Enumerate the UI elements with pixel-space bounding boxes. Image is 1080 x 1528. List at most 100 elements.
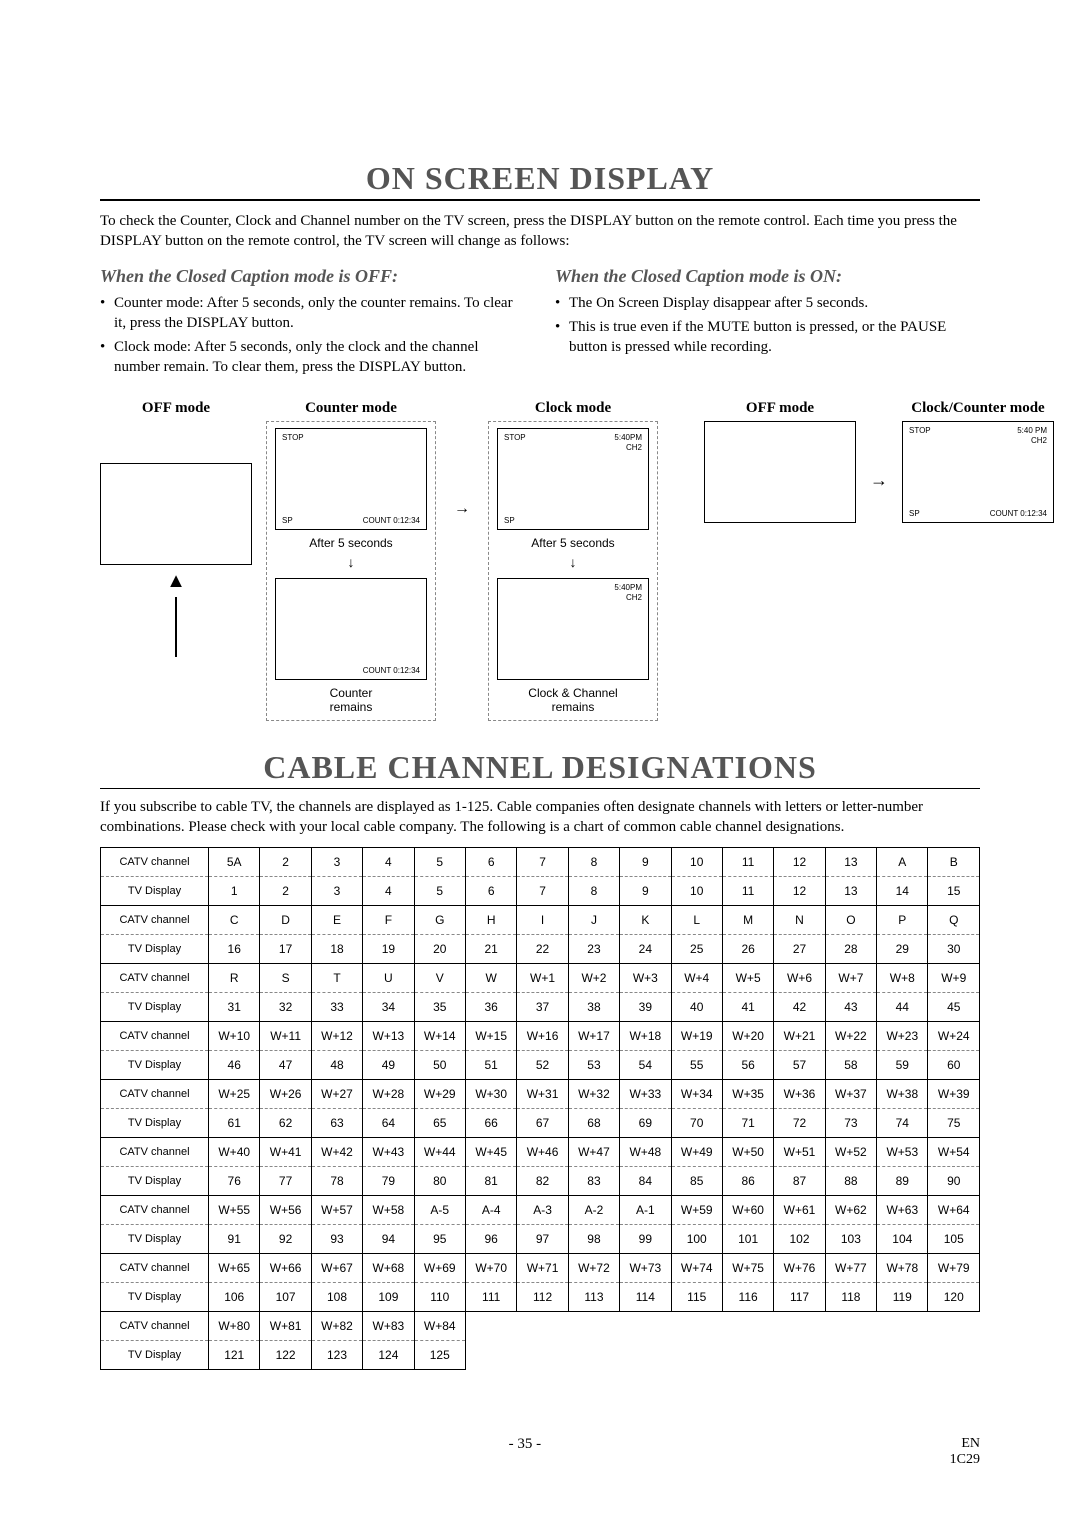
table-cell: 33: [311, 993, 362, 1022]
table-cell: 18: [311, 935, 362, 964]
row-label: CATV channel: [101, 1312, 209, 1341]
table-cell: W+81: [260, 1312, 311, 1341]
heading-1: ON SCREEN DISPLAY: [100, 160, 980, 197]
table-cell: 94: [363, 1225, 414, 1254]
dashed-group: STOP SP COUNT 0:12:34 After 5 seconds ↓ …: [266, 421, 436, 721]
bullet: Counter mode: After 5 seconds, only the …: [100, 293, 525, 334]
table-cell: W+12: [311, 1022, 362, 1051]
table-cell: 22: [517, 935, 568, 964]
table-cell: I: [517, 906, 568, 935]
mode-label: Clock/Counter mode: [911, 400, 1044, 417]
table-cell: 120: [928, 1283, 980, 1312]
table-cell: 105: [928, 1225, 980, 1254]
caption: Counter remains: [330, 686, 373, 714]
table-cell: 121: [209, 1341, 260, 1370]
bullet-list-right: The On Screen Display disappear after 5 …: [555, 293, 980, 358]
table-cell: 90: [928, 1167, 980, 1196]
arrow-up-icon: ▲: [166, 571, 186, 591]
table-cell: 66: [465, 1109, 516, 1138]
table-cell: 89: [877, 1167, 928, 1196]
table-cell: 70: [671, 1109, 722, 1138]
table-cell: W+79: [928, 1254, 980, 1283]
table-cell: 99: [620, 1225, 671, 1254]
table-cell: W+2: [568, 964, 619, 993]
diagram-clock-mode: Clock mode STOP 5:40PM CH2 SP After 5 se…: [488, 400, 658, 721]
table-cell: 67: [517, 1109, 568, 1138]
diagram-off-mode-2: OFF mode: [704, 400, 856, 523]
table-cell: W+32: [568, 1080, 619, 1109]
screen-text: STOP: [909, 426, 931, 435]
table-cell: 110: [414, 1283, 465, 1312]
table-cell: 3: [311, 877, 362, 906]
channel-table-wrap: CATV channel5A2345678910111213ABTV Displ…: [100, 847, 980, 1370]
table-cell: B: [928, 848, 980, 877]
screen-text: CH2: [1031, 436, 1047, 445]
row-label: TV Display: [101, 1341, 209, 1370]
table-cell: 65: [414, 1109, 465, 1138]
table-cell: A-1: [620, 1196, 671, 1225]
table-cell: 96: [465, 1225, 516, 1254]
table-cell: A-5: [414, 1196, 465, 1225]
table-cell: W+27: [311, 1080, 362, 1109]
table-cell: 38: [568, 993, 619, 1022]
table-cell: M: [722, 906, 773, 935]
table-cell: 49: [363, 1051, 414, 1080]
footer-right: EN 1C29: [950, 1436, 980, 1468]
table-cell: 118: [825, 1283, 876, 1312]
table-cell: W+20: [722, 1022, 773, 1051]
table-cell: 7: [517, 848, 568, 877]
table-cell: W+63: [877, 1196, 928, 1225]
screen-text: CH2: [626, 443, 642, 452]
table-cell: D: [260, 906, 311, 935]
table-cell: W+14: [414, 1022, 465, 1051]
table-cell: 53: [568, 1051, 619, 1080]
table-cell: 64: [363, 1109, 414, 1138]
table-cell: 11: [722, 848, 773, 877]
table-cell: 8: [568, 877, 619, 906]
table-cell: P: [877, 906, 928, 935]
table-cell: 31: [209, 993, 260, 1022]
mode-label: OFF mode: [142, 400, 210, 417]
table-cell: 34: [363, 993, 414, 1022]
row-label: CATV channel: [101, 1254, 209, 1283]
screen-text: 5:40PM: [614, 433, 642, 442]
table-cell: W+45: [465, 1138, 516, 1167]
table-cell: V: [414, 964, 465, 993]
table-cell: W+3: [620, 964, 671, 993]
table-cell: O: [825, 906, 876, 935]
table-cell: W+50: [722, 1138, 773, 1167]
table-cell: 76: [209, 1167, 260, 1196]
table-cell: W+43: [363, 1138, 414, 1167]
table-cell: W+57: [311, 1196, 362, 1225]
table-cell: W+13: [363, 1022, 414, 1051]
row-label: TV Display: [101, 993, 209, 1022]
table-cell: 23: [568, 935, 619, 964]
table-cell: W+35: [722, 1080, 773, 1109]
table-cell: 103: [825, 1225, 876, 1254]
channel-table: CATV channel5A2345678910111213ABTV Displ…: [100, 847, 980, 1370]
table-cell: 24: [620, 935, 671, 964]
table-cell: W+84: [414, 1312, 465, 1341]
table-cell: 12: [774, 848, 825, 877]
caption: After 5 seconds: [531, 536, 614, 550]
table-cell: W+16: [517, 1022, 568, 1051]
screen-clock-2: 5:40PM CH2: [497, 578, 649, 680]
table-cell: 20: [414, 935, 465, 964]
row-label: TV Display: [101, 1167, 209, 1196]
table-cell: 85: [671, 1167, 722, 1196]
table-cell: W+80: [209, 1312, 260, 1341]
col-right: When the Closed Caption mode is ON: The …: [555, 262, 980, 382]
table-cell: 15: [928, 877, 980, 906]
table-cell: E: [311, 906, 362, 935]
table-cell: W+69: [414, 1254, 465, 1283]
table-cell: W+83: [363, 1312, 414, 1341]
table-cell: T: [311, 964, 362, 993]
table-cell: A-2: [568, 1196, 619, 1225]
table-cell: W+61: [774, 1196, 825, 1225]
table-cell: 47: [260, 1051, 311, 1080]
table-cell: W+4: [671, 964, 722, 993]
rule: [100, 788, 980, 789]
table-cell: 41: [722, 993, 773, 1022]
table-cell: 7: [517, 877, 568, 906]
screen-text: COUNT 0:12:34: [363, 666, 420, 675]
